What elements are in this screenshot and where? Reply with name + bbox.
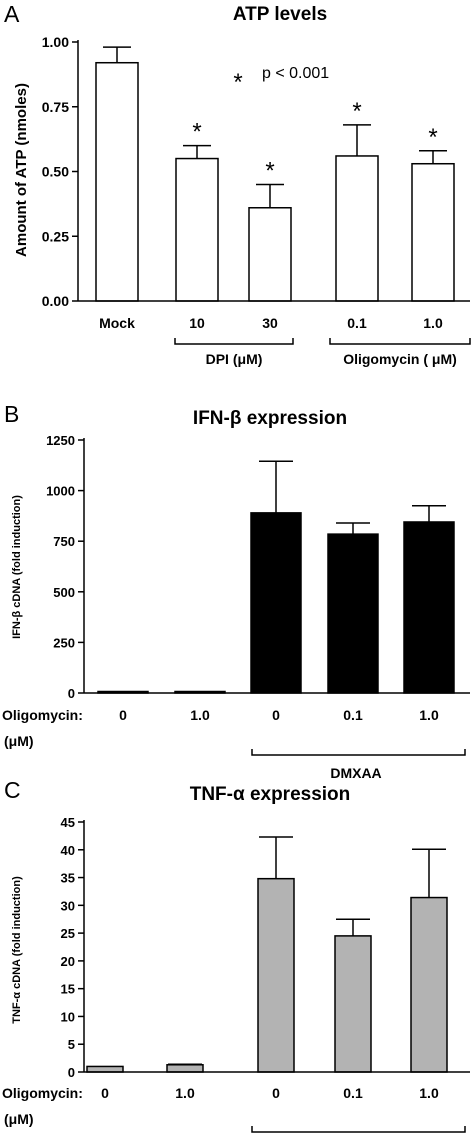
panel-a-category-label-4: 0.1 [347,315,367,331]
panel-c-bar-3 [257,877,295,1073]
panel-c-row-label: Oligomycin: [2,1085,83,1101]
panel-a-bar-5 [411,162,455,302]
panel-a-bar-4 [335,155,379,302]
panel-a-y-axis-label: Amount of ATP (nmoles) [13,83,30,257]
panel-c-y-tick-label: 35 [61,871,75,886]
panel-a-bar-2 [175,157,219,302]
panel-c-row-unit: (μM) [4,1111,34,1127]
panel-c-y-tick-label: 15 [61,982,75,997]
panel-a-category-label-3: 30 [262,315,278,331]
panel-a-letter: A [4,1,20,27]
panel-c-bar-2 [166,1064,204,1073]
panel-b-row-label: Oligomycin: [2,707,83,723]
panel-b-bar-3 [250,512,302,694]
panel-a-bar-3 [248,207,292,302]
panel-a-group-label-1: DPI (μM) [206,351,263,367]
panel-c-category-label-2: 1.0 [175,1085,195,1101]
panel-b-row-unit: (μM) [4,733,34,749]
panel-b-category-label-1: 0 [119,707,127,723]
panel-b-group-label: DMXAA [330,765,381,781]
panel-a-y-tick-label: 0.75 [42,99,69,115]
panel-b-title: IFN-β expression [193,408,347,429]
panel-c-group-bracket [251,1126,466,1133]
panel-c-y-tick-label: 20 [61,954,75,969]
panel-c-bar-5 [410,896,448,1073]
panel-c-category-label-1: 0 [101,1085,109,1101]
panel-b-y-tick-label: 750 [53,534,75,549]
panel-b-y-tick-label: 1250 [46,433,75,448]
panel-b-bar-4 [327,533,379,694]
panel-b-y-tick-label: 250 [53,635,75,650]
panel-a-group-bracket-1 [174,338,294,345]
panel-c-y-tick-label: 40 [61,843,75,858]
panel-b-group-bracket [251,749,466,756]
panel-a-atp-levels: A ATP levels Amount of ATP (nmoles) 0.00… [4,1,471,367]
panel-a-title: ATP levels [233,4,327,25]
panel-a-significance-star-3: * [265,157,274,184]
panel-a-category-label-5: 1.0 [423,315,443,331]
panel-b-category-label-5: 1.0 [419,707,439,723]
panel-a-category-label-1: Mock [99,315,135,331]
panel-a-group-label-2: Oligomycin ( μM) [343,351,457,367]
panel-c-letter: C [4,777,21,803]
panel-c-y-axis-label: TNF-α cDNA (fold induction) [11,876,23,1024]
panel-b-y-tick-label: 1000 [46,484,75,499]
panel-c-y-tick-label: 45 [61,815,75,830]
panel-c-y-tick-label: 5 [68,1037,75,1052]
panel-a-y-tick-label: 0.00 [42,293,69,309]
panel-b-category-label-4: 0.1 [343,707,363,723]
panel-c-bar-1 [86,1065,124,1073]
panel-b-y-axis-label: IFN-β cDNA (fold induction) [11,495,23,639]
panel-c-y-tick-label: 10 [61,1009,75,1024]
panel-a-bar-1 [95,61,139,302]
panel-b-category-label-2: 1.0 [190,707,210,723]
panel-a-y-tick-label: 0.25 [42,228,69,244]
panel-b-letter: B [4,401,19,427]
panel-b-y-tick-label: 0 [68,686,75,701]
panel-c-category-label-4: 0.1 [343,1085,363,1101]
panel-b-ifn-expression: B IFN-β expression IFN-β cDNA (fold indu… [2,401,470,781]
panel-c-y-tick-label: 0 [68,1065,75,1080]
panel-c-y-tick-label: 30 [61,898,75,913]
panel-a-y-tick-label: 0.50 [42,164,69,180]
panel-b-y-tick-label: 500 [53,585,75,600]
panel-b-category-label-3: 0 [272,707,280,723]
panel-c-title: TNF-α expression [190,784,351,805]
panel-c-bar-4 [334,935,372,1073]
panel-c-category-label-5: 1.0 [419,1085,439,1101]
panel-a-y-tick-label: 1.00 [42,34,69,50]
panel-c-y-tick-label: 25 [61,926,75,941]
panel-a-legend-star: * [233,69,242,96]
panel-a-group-bracket-2 [329,338,471,345]
panel-a-category-label-2: 10 [189,315,205,331]
panel-b-bar-5 [403,521,455,694]
panel-a-significance-star-4: * [352,98,361,125]
panel-a-significance-star-5: * [428,124,437,151]
panel-c-category-label-3: 0 [272,1085,280,1101]
panel-a-significance-star-2: * [192,119,201,146]
panel-a-p-value-note: p < 0.001 [262,65,329,82]
panel-c-tnf-expression: C TNF-α expression TNF-α cDNA (fold indu… [2,777,470,1133]
